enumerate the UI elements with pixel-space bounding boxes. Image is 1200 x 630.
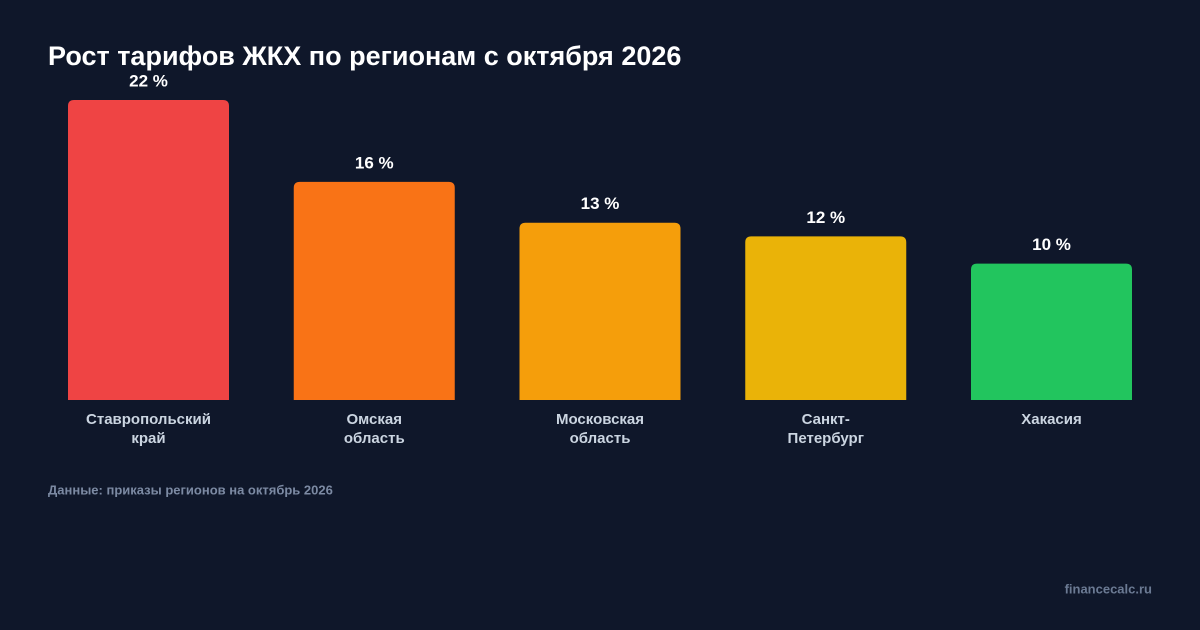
x-tick-label: Ставропольский край bbox=[86, 411, 211, 447]
value-label: 10 % bbox=[1032, 235, 1071, 254]
x-tick-label: Омская область bbox=[343, 411, 405, 447]
value-label: 22 % bbox=[129, 71, 168, 90]
watermark: financecalc.ru bbox=[1065, 581, 1152, 596]
bar bbox=[519, 222, 681, 400]
bar bbox=[971, 263, 1132, 400]
bar bbox=[293, 181, 455, 400]
value-label: 16 % bbox=[355, 153, 394, 172]
bar bbox=[68, 100, 229, 400]
x-tick-label: Санкт- Петербург bbox=[787, 411, 864, 447]
chart-title: Рост тарифов ЖКХ по регионам с октября 2… bbox=[48, 41, 681, 71]
x-tick-label: Московская область bbox=[555, 411, 645, 447]
source-note: Данные: приказы регионов на октябрь 2026 bbox=[48, 482, 333, 497]
value-label: 13 % bbox=[581, 194, 620, 213]
value-label: 12 % bbox=[806, 208, 845, 227]
x-tick-label: Хакасия bbox=[1021, 411, 1082, 428]
bar bbox=[745, 236, 907, 400]
